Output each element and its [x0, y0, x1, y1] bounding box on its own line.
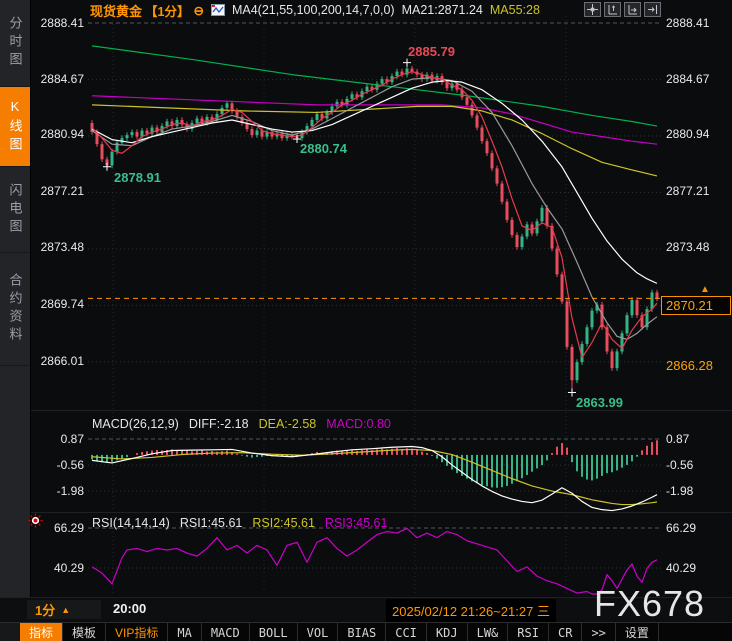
live-spark-icon [28, 513, 43, 528]
toolbar-item-lw[interactable]: LW& [468, 623, 509, 641]
macd-axis-left-label: -1.98 [56, 484, 84, 498]
ma55-value: MA55:28 [489, 3, 540, 17]
macd-title: MACD(26,12,9) [92, 417, 179, 431]
crosshair-range-info: 2025/02/12 21:26~21:27 三 [386, 599, 556, 622]
price-axis-left-label: 2880.94 [40, 127, 84, 141]
mini-chart-icon [210, 4, 225, 16]
macd-axis-left-label: 0.87 [60, 432, 84, 446]
watermark-logo: FX678 [594, 583, 706, 624]
sidebar-tab-lightning-chart[interactable]: 闪电图 [0, 167, 30, 253]
low-annotation: 2880.74 [300, 141, 347, 156]
macd-axis-right-label: 0.87 [666, 432, 690, 446]
fit-vertical-scale-icon[interactable] [604, 2, 621, 17]
price-up-arrow: ▲ [700, 284, 710, 295]
time-axis-tick: 20:00 [113, 601, 147, 616]
price-axis-left-label: 2888.41 [40, 16, 84, 30]
macd-axis-right-label: -1.98 [666, 484, 694, 498]
collapse-icon[interactable]: ⊖ [193, 3, 204, 18]
price-axis-right-label: 2877.21 [666, 184, 710, 198]
macd-diff-value: DIFF:-2.18 [188, 417, 249, 431]
period-arrow-icon: ▲ [61, 604, 71, 615]
crosshair-move-icon[interactable] [584, 2, 601, 17]
toolbar-item-vip-indicator[interactable]: VIP指标 [106, 623, 169, 641]
chart-header: 现货黄金 【1分】 ⊖ MA4(21,55,100,200,14,7,0,0) … [90, 2, 540, 19]
toolbar-item-cci[interactable]: CCI [386, 623, 427, 641]
chart-toolbar [584, 2, 661, 17]
price-axis-right-label: 2884.67 [666, 72, 710, 86]
macd-dea-value: DEA:-2.58 [258, 417, 317, 431]
toolbar-item-macd[interactable]: MACD [202, 623, 250, 641]
period-tag: 【1分】 [145, 4, 190, 19]
secondary-price-badge: 2866.28 [666, 358, 713, 373]
price-axis-right-label: 2873.48 [666, 240, 710, 254]
rsi-axis-right-label: 66.29 [666, 521, 697, 535]
toolbar-item-more[interactable]: >> [582, 623, 616, 641]
price-axis-right-label: 2880.94 [666, 127, 710, 141]
toolbar-item-boll[interactable]: BOLL [250, 623, 298, 641]
fit-horizontal-scale-icon[interactable] [624, 2, 641, 17]
ma-settings-label: MA4(21,55,100,200,14,7,0,0) [231, 3, 395, 17]
price-axis-left-label: 2866.01 [40, 354, 84, 368]
high-annotation: 2885.79 [408, 44, 455, 59]
price-axis-left-label: 2877.21 [40, 184, 84, 198]
toolbar-item-rsi[interactable]: RSI [508, 623, 549, 641]
low-annotation: 2878.91 [114, 170, 161, 185]
toolbar-item-ma[interactable]: MA [168, 623, 202, 641]
toolbar-item-indicator[interactable]: 指标 [20, 623, 64, 641]
toolbar-item-cr[interactable]: CR [549, 623, 583, 641]
toolbar-item-bias[interactable]: BIAS [338, 623, 387, 641]
price-axis-right-label: 2888.41 [666, 16, 710, 30]
rsi-title: RSI(14,14,14) [92, 516, 170, 530]
price-axis-left-label: 2869.74 [40, 297, 84, 311]
sidebar-tab-kline-chart[interactable]: K线图 [0, 87, 30, 167]
period-label: 1分 [35, 603, 56, 618]
sidebar: 分时图 K线图 闪电图 合约资料 [0, 0, 31, 622]
ma21-value: MA21:2871.24 [401, 3, 483, 17]
macd-axis-left-label: -0.56 [56, 458, 84, 472]
rsi-axis-left-label: 40.29 [53, 561, 84, 575]
time-axis-strip [0, 597, 732, 623]
sidebar-tab-contract-info[interactable]: 合约资料 [0, 253, 30, 366]
macd-macd-value: MACD:0.80 [326, 417, 391, 431]
rsi3-value: RSI3:45.61 [324, 516, 388, 530]
rsi2-value: RSI2:45.61 [252, 516, 315, 530]
current-price-badge: 2870.21 [661, 296, 731, 315]
period-selector[interactable]: 1分 ▲ [27, 600, 101, 619]
symbol-name: 现货黄金 [90, 3, 143, 19]
price-axis-left-label: 2873.48 [40, 240, 84, 254]
macd-header: MACD(26,12,9) DIFF:-2.18 DEA:-2.58 MACD:… [92, 417, 391, 431]
rsi-axis-right-label: 40.29 [666, 561, 697, 575]
price-axis-left-label: 2884.67 [40, 72, 84, 86]
toolbar-item-template[interactable]: 模板 [63, 623, 107, 641]
toolbar-spacer [0, 623, 20, 641]
rsi-header: RSI(14,14,14) RSI1:45.61 RSI2:45.61 RSI3… [92, 516, 387, 530]
macd-axis-right-label: -0.56 [666, 458, 694, 472]
toolbar-item-settings[interactable]: 设置 [616, 623, 659, 641]
toolbar-item-vol[interactable]: VOL [298, 623, 339, 641]
low-annotation: 2863.99 [576, 395, 623, 410]
toolbar-item-kdj[interactable]: KDJ [427, 623, 468, 641]
go-to-latest-icon[interactable] [644, 2, 661, 17]
rsi1-value: RSI1:45.61 [179, 516, 243, 530]
sidebar-tab-timeline-chart[interactable]: 分时图 [0, 0, 30, 87]
indicator-toolbar: 指标 模板 VIP指标 MA MACD BOLL VOL BIAS CCI KD… [0, 622, 732, 641]
rsi-axis-left-label: 66.29 [53, 521, 84, 535]
